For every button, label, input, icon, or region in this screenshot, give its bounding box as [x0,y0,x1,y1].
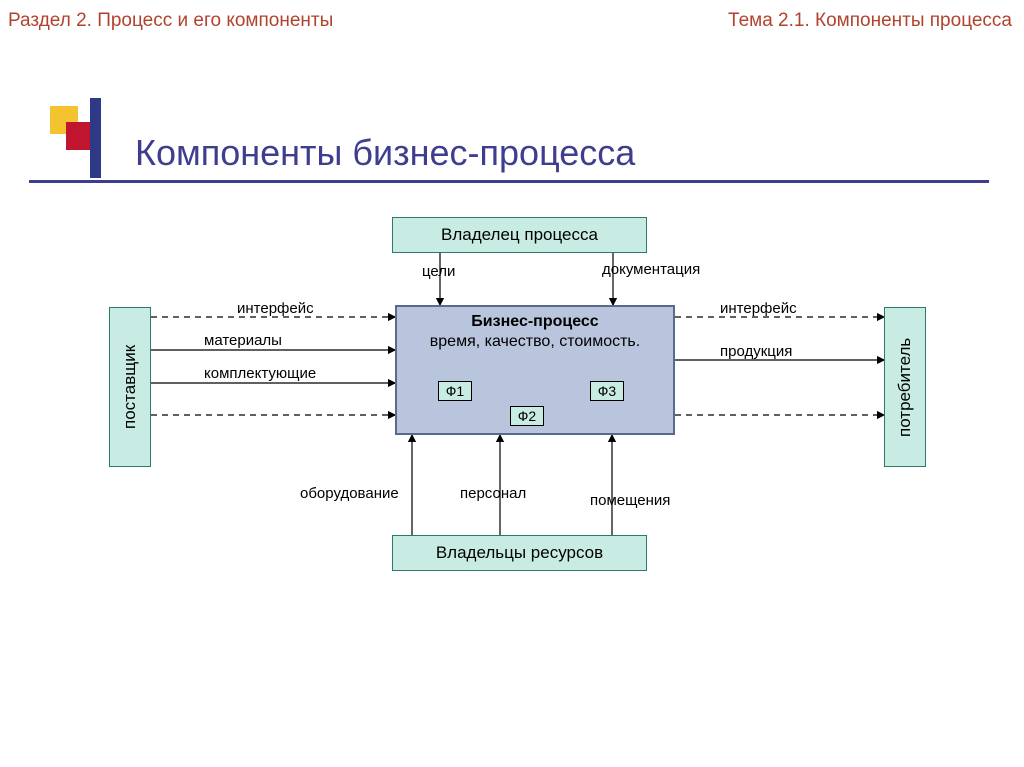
label-interface-right: интерфейс [720,300,797,317]
function-f1-label: Ф1 [446,383,464,399]
label-personnel: персонал [460,485,526,502]
header-section-right: Тема 2.1. Компоненты процесса [728,10,1012,32]
owner-box: Владелец процесса [392,217,647,253]
resources-box: Владельцы ресурсов [392,535,647,571]
slide-logo [50,98,130,193]
label-production: продукция [720,343,792,360]
label-equipment: оборудование [300,485,399,502]
title-underline [29,180,989,183]
label-premises: помещения [590,492,670,509]
label-goals: цели [422,263,455,280]
consumer-box: потребитель [884,307,926,467]
consumer-label: потребитель [895,337,915,436]
function-f2-label: Ф2 [518,408,536,424]
resources-label: Владельцы ресурсов [436,543,603,563]
label-documentation: документация [602,261,700,278]
label-components: комплектующие [204,365,316,382]
function-f3-label: Ф3 [598,383,616,399]
function-f3-box: Ф3 [590,381,624,401]
label-interface-left: интерфейс [237,300,314,317]
supplier-label: поставщик [120,345,140,429]
slide-title: Компоненты бизнес-процесса [135,132,635,174]
process-diagram: Владелец процесса Владельцы ресурсов пос… [0,205,1024,605]
process-subtitle: время, качество, стоимость. [397,333,673,351]
supplier-box: поставщик [109,307,151,467]
label-materials: материалы [204,332,282,349]
process-title-bold: Бизнес-процесс [471,313,598,330]
process-title: Бизнес-процесс [397,313,673,331]
function-f1-box: Ф1 [438,381,472,401]
owner-label: Владелец процесса [441,225,598,245]
function-f2-box: Ф2 [510,406,544,426]
header-section-left: Раздел 2. Процесс и его компоненты [8,10,333,32]
